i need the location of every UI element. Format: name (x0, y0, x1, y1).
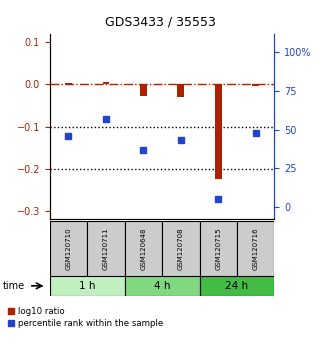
Legend: log10 ratio, percentile rank within the sample: log10 ratio, percentile rank within the … (7, 307, 163, 327)
Bar (237, 221, 274, 276)
Bar (103, 82, 109, 84)
Bar (125, 276, 200, 296)
Bar (215, 84, 221, 179)
Bar (162, 221, 200, 276)
Text: GSM120708: GSM120708 (178, 227, 184, 270)
Bar (50, 221, 87, 276)
Bar (200, 276, 274, 296)
Text: GSM120716: GSM120716 (253, 227, 259, 270)
Text: 4 h: 4 h (154, 281, 170, 291)
Bar (140, 84, 147, 96)
Bar (252, 84, 259, 86)
Text: time: time (3, 281, 25, 291)
Text: 24 h: 24 h (225, 281, 248, 291)
Text: 1 h: 1 h (79, 281, 95, 291)
Text: GSM120710: GSM120710 (65, 227, 72, 270)
Bar (50, 276, 125, 296)
Text: GSM120711: GSM120711 (103, 227, 109, 270)
Text: GSM120648: GSM120648 (140, 227, 146, 270)
Bar (87, 221, 125, 276)
Text: GDS3433 / 35553: GDS3433 / 35553 (105, 16, 216, 29)
Text: GSM120715: GSM120715 (215, 227, 221, 270)
Bar (200, 221, 237, 276)
Bar (178, 84, 184, 97)
Bar (125, 221, 162, 276)
